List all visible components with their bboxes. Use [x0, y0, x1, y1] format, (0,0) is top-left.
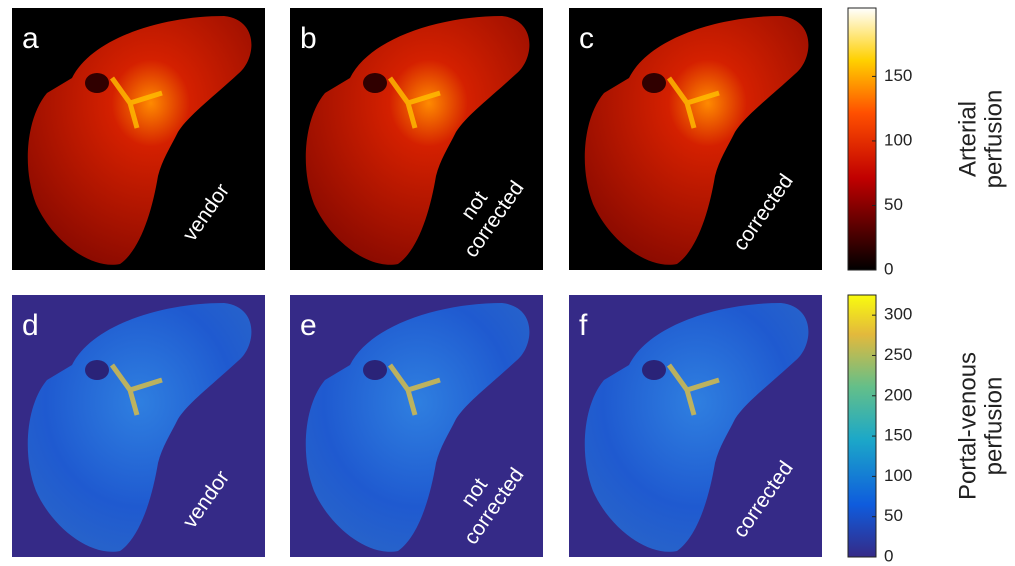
panel-label: b [300, 22, 317, 55]
colorbar [848, 295, 876, 557]
colorbar-tick-label: 150 [884, 66, 912, 85]
colorbar-tick-label: 50 [884, 195, 903, 214]
colorbar-tick-label: 300 [884, 305, 912, 324]
colorbar-tick-label: 200 [884, 385, 912, 404]
colorbar-tick-label: 0 [884, 259, 893, 278]
panel-label: e [300, 309, 317, 342]
colorbar-title-line: perfusion [980, 377, 1007, 476]
colorbar-tick-label: 100 [884, 466, 912, 485]
vessel-dark [642, 360, 666, 380]
panel-label: f [579, 309, 588, 342]
colorbar-tick-label: 150 [884, 426, 912, 445]
panel-label: d [22, 309, 39, 342]
colorbar-title-line: perfusion [980, 90, 1007, 189]
colorbar-tick-label: 100 [884, 130, 912, 149]
colorbar-title-line: Portal-venous [954, 352, 981, 500]
colorbar [848, 8, 876, 270]
vessel-dark [363, 360, 387, 380]
vessel-dark [85, 360, 109, 380]
vessel-dark [85, 73, 109, 93]
colorbar-tick-label: 250 [884, 345, 912, 364]
colorbar-title-line: Arterial [954, 101, 981, 177]
colorbar-tick-label: 50 [884, 506, 903, 525]
vessel-dark [363, 73, 387, 93]
panel-label: a [22, 22, 39, 55]
figure: avendorbnotcorrectedccorrected 0 50 100 150 A… [0, 0, 1015, 566]
panel-label: c [579, 22, 594, 55]
vessel-dark [642, 73, 666, 93]
colorbar-tick-label: 0 [884, 546, 893, 565]
